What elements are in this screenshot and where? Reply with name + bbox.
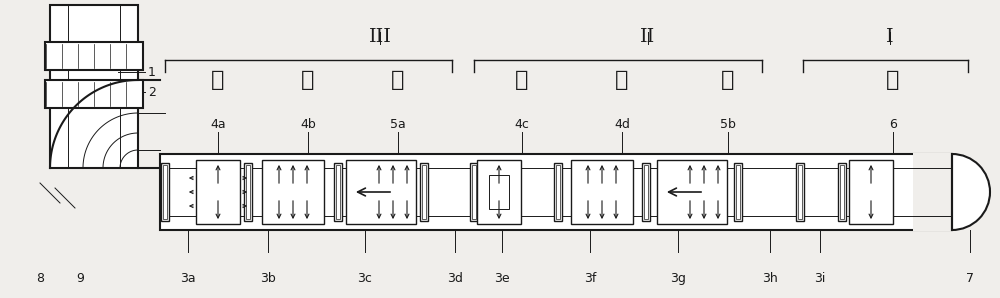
- Text: 4c: 4c: [515, 118, 529, 131]
- Text: I: I: [886, 28, 894, 46]
- Text: 3h: 3h: [762, 272, 778, 285]
- Bar: [246, 165, 250, 219]
- Bar: [736, 165, 740, 219]
- Text: 3b: 3b: [260, 272, 276, 285]
- Bar: [838, 162, 846, 221]
- Text: 二: 二: [721, 70, 735, 90]
- Text: 3f: 3f: [584, 272, 596, 285]
- Text: 8: 8: [36, 272, 44, 285]
- Text: 5b: 5b: [720, 118, 736, 131]
- Bar: [470, 162, 478, 221]
- Text: 3e: 3e: [494, 272, 510, 285]
- Bar: [913, 153, 953, 231]
- Bar: [346, 160, 416, 224]
- Bar: [571, 160, 633, 224]
- Bar: [477, 160, 521, 224]
- Text: II: II: [640, 28, 656, 46]
- Text: 3d: 3d: [447, 272, 463, 285]
- Text: 6: 6: [889, 118, 897, 131]
- Text: 4d: 4d: [614, 118, 630, 131]
- Bar: [556, 165, 560, 219]
- Bar: [644, 165, 648, 219]
- Bar: [796, 162, 804, 221]
- Bar: [160, 154, 952, 230]
- Bar: [420, 162, 428, 221]
- Bar: [336, 165, 340, 219]
- Text: 1: 1: [148, 66, 156, 78]
- Text: 七: 七: [211, 70, 225, 90]
- Text: 4b: 4b: [300, 118, 316, 131]
- Bar: [849, 160, 893, 224]
- Text: 六: 六: [301, 70, 315, 90]
- Text: 3i: 3i: [814, 272, 826, 285]
- Text: 四: 四: [515, 70, 529, 90]
- Bar: [554, 162, 562, 221]
- Text: 3g: 3g: [670, 272, 686, 285]
- Text: 3a: 3a: [180, 272, 196, 285]
- Wedge shape: [952, 154, 990, 230]
- Text: 3c: 3c: [358, 272, 372, 285]
- Bar: [472, 165, 476, 219]
- Bar: [840, 165, 844, 219]
- Text: 9: 9: [76, 272, 84, 285]
- Text: 7: 7: [966, 272, 974, 285]
- Bar: [422, 165, 426, 219]
- Bar: [244, 162, 252, 221]
- Bar: [489, 175, 509, 209]
- Bar: [45, 42, 143, 70]
- Text: 2: 2: [148, 86, 156, 99]
- Bar: [798, 165, 802, 219]
- Bar: [334, 162, 342, 221]
- Text: 五: 五: [391, 70, 405, 90]
- Text: 一: 一: [886, 70, 900, 90]
- Text: III: III: [369, 28, 391, 46]
- Bar: [196, 160, 240, 224]
- Bar: [642, 162, 650, 221]
- Text: 三: 三: [615, 70, 629, 90]
- Bar: [734, 162, 742, 221]
- Bar: [163, 165, 167, 219]
- Text: 5a: 5a: [390, 118, 406, 131]
- Bar: [161, 162, 169, 221]
- Bar: [50, 5, 138, 168]
- Text: 4a: 4a: [210, 118, 226, 131]
- Bar: [262, 160, 324, 224]
- Bar: [45, 80, 143, 108]
- Bar: [657, 160, 727, 224]
